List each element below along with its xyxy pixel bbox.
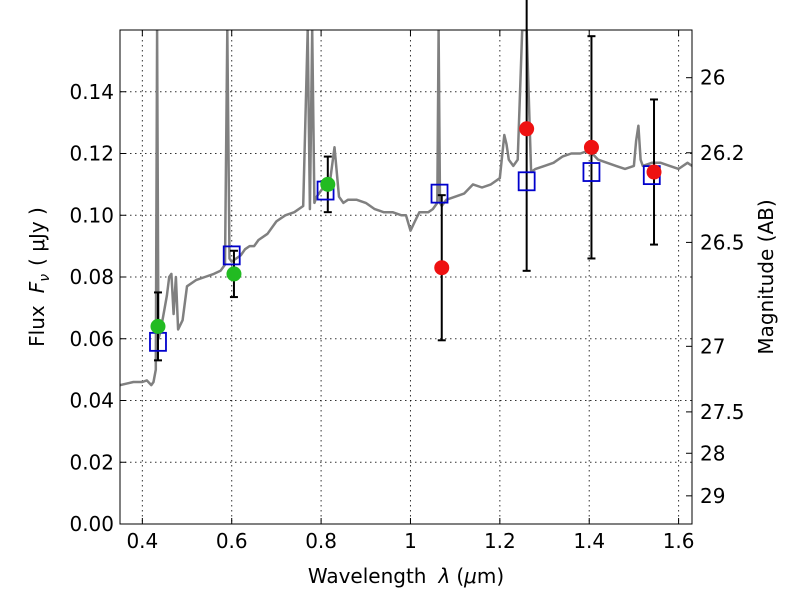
mag-tick-label: 26 xyxy=(700,66,725,90)
mag-tick-label: 29 xyxy=(700,484,725,508)
nir-photometry-point xyxy=(646,164,662,180)
model-photometry-box xyxy=(222,245,241,266)
y-tick-label: 0.08 xyxy=(69,265,114,289)
y-tick-label: 0.06 xyxy=(69,327,114,351)
nir-photometry-point xyxy=(583,139,599,155)
x-tick-label: 1.4 xyxy=(573,529,605,553)
nir-photometry-point xyxy=(519,121,535,137)
spectrum-layer xyxy=(120,30,692,387)
model-photometry-box xyxy=(582,162,601,182)
spectrum-line xyxy=(120,30,692,387)
x-axis-label: Wavelength λ (μm) xyxy=(308,564,504,588)
mag-tick-label: 27.5 xyxy=(700,400,745,424)
x-tick-label: 1.2 xyxy=(484,529,516,553)
nir-photometry-point xyxy=(434,260,450,276)
mag-tick-label: 27 xyxy=(700,334,725,358)
optical-photometry-point xyxy=(150,318,166,334)
mag-tick-label: 26.5 xyxy=(700,230,745,254)
x-tick-label: 0.4 xyxy=(126,529,158,553)
mag-tick-label: 28 xyxy=(700,441,725,465)
y-axis-label: FluxFν( μJy ) xyxy=(25,207,53,347)
model-photometry-box xyxy=(430,183,449,204)
y-tick-label: 0.02 xyxy=(69,450,114,474)
axis-layer: 0.4 0.6 0.8 1 1.2 1.4 1.6 0.00 0.02 0.04 0.06 0.08 0… xyxy=(69,30,745,553)
model-photometry-box xyxy=(517,171,536,192)
y-tick-label: 0.04 xyxy=(69,389,114,413)
x-tick-label: 0.6 xyxy=(216,529,248,553)
optical-photometry-point xyxy=(226,266,242,282)
marker-layer xyxy=(149,121,662,352)
y2-axis-label: Magnitude (AB) xyxy=(754,199,778,354)
y-tick-label: 0.12 xyxy=(69,142,114,166)
y-tick-label: 0.00 xyxy=(69,512,114,536)
x-tick-label: 0.8 xyxy=(305,529,337,553)
x-tick-label: 1 xyxy=(404,529,417,553)
y-tick-label: 0.10 xyxy=(69,203,114,227)
y-tick-label: 0.14 xyxy=(69,80,114,104)
optical-photometry-point xyxy=(320,176,336,192)
mag-tick-label: 26.2 xyxy=(700,141,745,165)
x-tick-label: 1.6 xyxy=(663,529,695,553)
